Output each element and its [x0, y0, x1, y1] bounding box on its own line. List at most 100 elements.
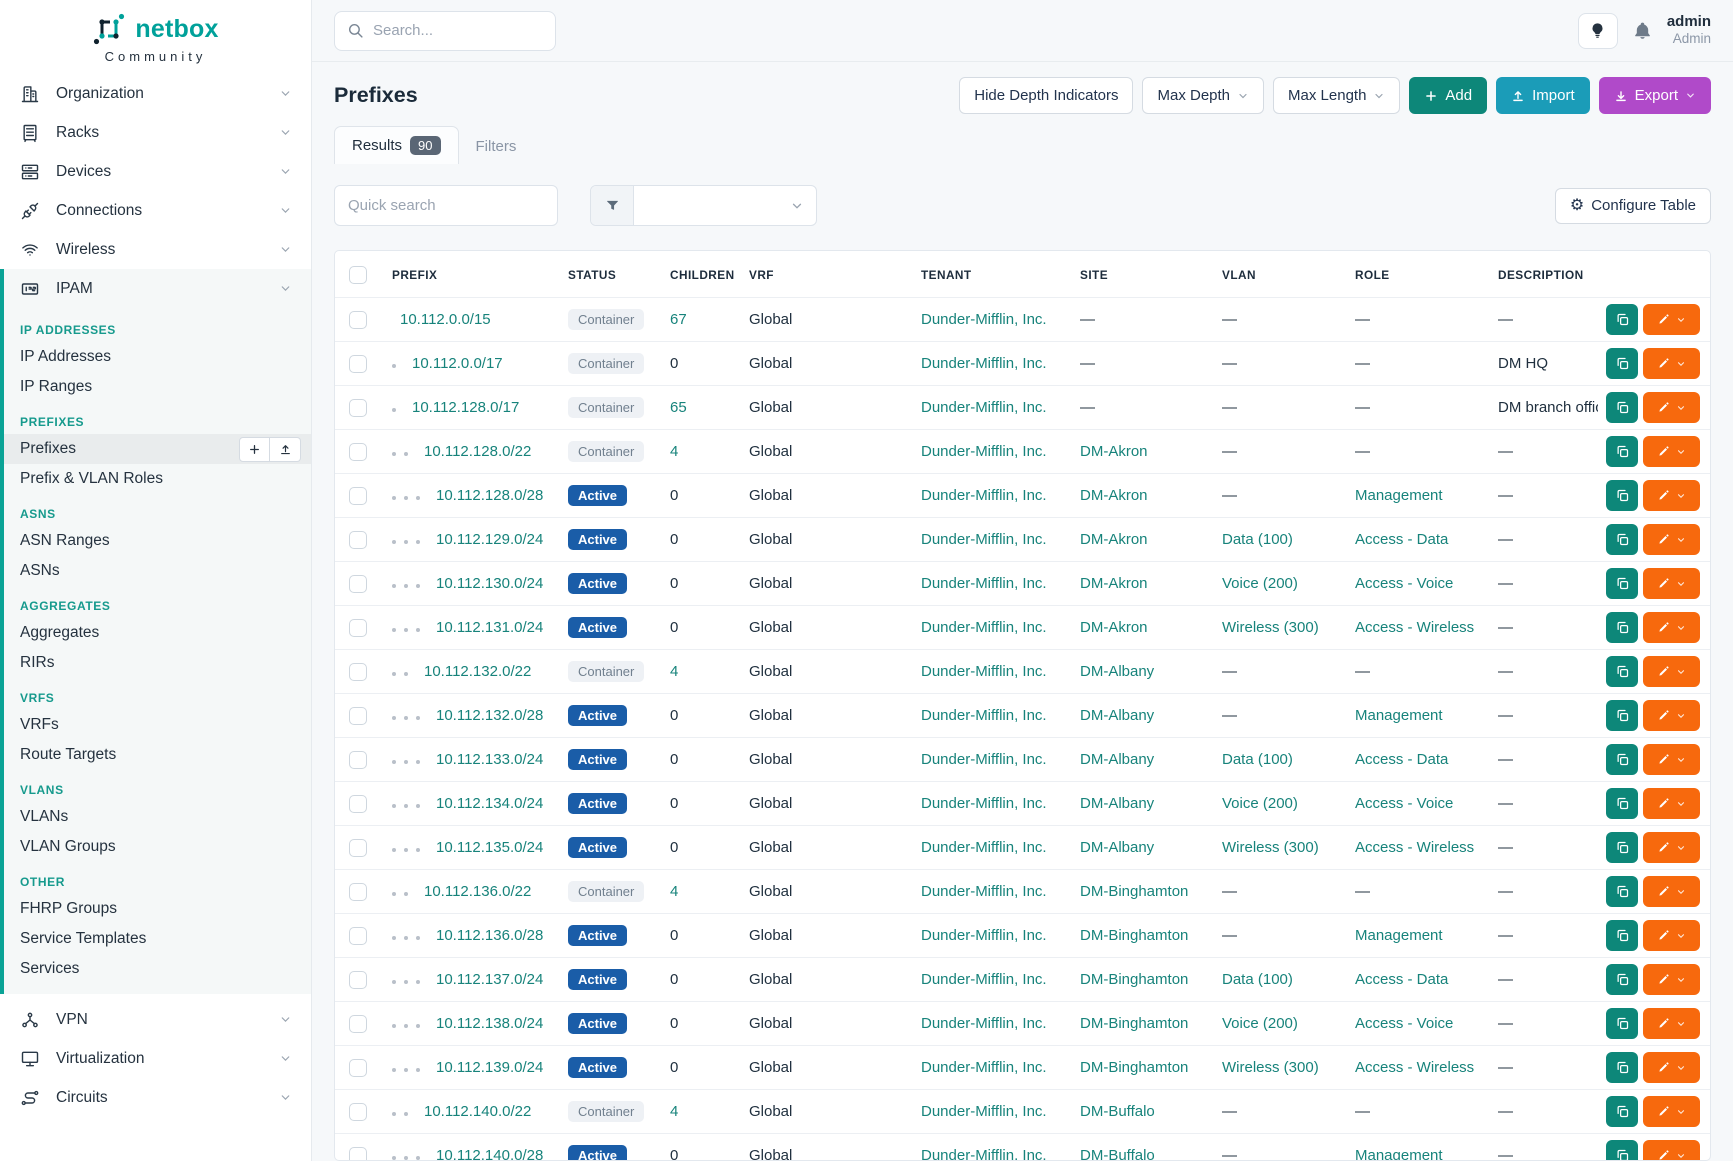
site-link[interactable]: DM-Albany — [1080, 751, 1154, 768]
tenant-link[interactable]: Dunder-Mifflin, Inc. — [921, 707, 1047, 724]
brand-logo[interactable]: netbox Community — [0, 0, 311, 74]
site-link[interactable]: DM-Albany — [1080, 663, 1154, 680]
tenant-link[interactable]: Dunder-Mifflin, Inc. — [921, 1015, 1047, 1032]
role-link[interactable]: Access - Voice — [1355, 1015, 1453, 1032]
children-link[interactable]: 65 — [670, 399, 687, 416]
sidebar-item-prefix-vlan-roles[interactable]: Prefix & VLAN Roles — [4, 464, 311, 494]
site-link[interactable]: DM-Binghamton — [1080, 883, 1188, 900]
edit-dropdown-button[interactable] — [1643, 480, 1700, 511]
edit-dropdown-button[interactable] — [1643, 612, 1700, 643]
select-all-checkbox[interactable] — [349, 266, 367, 284]
sidebar-item-ipam[interactable]: IPAM — [4, 269, 311, 308]
row-checkbox[interactable] — [349, 883, 367, 901]
import-prefix-button[interactable] — [270, 437, 301, 462]
column-header-vlan[interactable]: VLAN — [1212, 251, 1345, 298]
search-input[interactable] — [373, 22, 572, 39]
copy-button[interactable] — [1606, 832, 1638, 863]
copy-button[interactable] — [1606, 1140, 1638, 1161]
copy-button[interactable] — [1606, 392, 1638, 423]
edit-dropdown-button[interactable] — [1643, 392, 1700, 423]
site-link[interactable]: DM-Binghamton — [1080, 971, 1188, 988]
tab-filters[interactable]: Filters — [459, 129, 534, 164]
edit-dropdown-button[interactable] — [1643, 876, 1700, 907]
global-search[interactable] — [334, 11, 556, 51]
notifications-bell-icon[interactable] — [1632, 20, 1653, 41]
prefix-link[interactable]: 10.112.129.0/24 — [436, 531, 543, 548]
tenant-link[interactable]: Dunder-Mifflin, Inc. — [921, 311, 1047, 328]
copy-button[interactable] — [1606, 568, 1638, 599]
tenant-link[interactable]: Dunder-Mifflin, Inc. — [921, 531, 1047, 548]
vlan-link[interactable]: Data (100) — [1222, 751, 1293, 768]
sidebar-item-fhrp-groups[interactable]: FHRP Groups — [4, 894, 311, 924]
row-checkbox[interactable] — [349, 1147, 367, 1161]
prefix-link[interactable]: 10.112.128.0/28 — [436, 487, 543, 504]
site-link[interactable]: DM-Akron — [1080, 531, 1148, 548]
edit-dropdown-button[interactable] — [1643, 1008, 1700, 1039]
site-link[interactable]: DM-Akron — [1080, 443, 1148, 460]
edit-dropdown-button[interactable] — [1643, 1140, 1700, 1161]
tenant-link[interactable]: Dunder-Mifflin, Inc. — [921, 619, 1047, 636]
role-link[interactable]: Management — [1355, 707, 1443, 724]
saved-filter-select[interactable] — [590, 185, 817, 226]
prefix-link[interactable]: 10.112.136.0/28 — [436, 927, 543, 944]
copy-button[interactable] — [1606, 480, 1638, 511]
copy-button[interactable] — [1606, 1096, 1638, 1127]
edit-dropdown-button[interactable] — [1643, 700, 1700, 731]
row-checkbox[interactable] — [349, 1015, 367, 1033]
sidebar-item-connections[interactable]: Connections — [0, 191, 311, 230]
site-link[interactable]: DM-Buffalo — [1080, 1103, 1155, 1120]
copy-button[interactable] — [1606, 524, 1638, 555]
prefix-link[interactable]: 10.112.132.0/28 — [436, 707, 543, 724]
role-link[interactable]: Management — [1355, 487, 1443, 504]
prefix-link[interactable]: 10.112.137.0/24 — [436, 971, 543, 988]
sidebar-item-vlan-groups[interactable]: VLAN Groups — [4, 832, 311, 862]
vlan-link[interactable]: Voice (200) — [1222, 1015, 1298, 1032]
vlan-link[interactable]: Data (100) — [1222, 971, 1293, 988]
row-checkbox[interactable] — [349, 839, 367, 857]
row-checkbox[interactable] — [349, 575, 367, 593]
tenant-link[interactable]: Dunder-Mifflin, Inc. — [921, 971, 1047, 988]
column-header-tenant[interactable]: TENANT — [911, 251, 1070, 298]
row-checkbox[interactable] — [349, 751, 367, 769]
site-link[interactable]: DM-Binghamton — [1080, 927, 1188, 944]
role-link[interactable]: Access - Wireless — [1355, 839, 1474, 856]
row-checkbox[interactable] — [349, 531, 367, 549]
column-header-site[interactable]: SITE — [1070, 251, 1212, 298]
prefix-link[interactable]: 10.112.139.0/24 — [436, 1059, 543, 1076]
children-link[interactable]: 4 — [670, 443, 678, 460]
copy-button[interactable] — [1606, 744, 1638, 775]
copy-button[interactable] — [1606, 920, 1638, 951]
sidebar-item-circuits[interactable]: Circuits — [0, 1078, 311, 1117]
export-dropdown[interactable]: Export — [1599, 77, 1711, 114]
column-header-role[interactable]: ROLE — [1345, 251, 1488, 298]
configure-table-button[interactable]: ⚙ Configure Table — [1555, 188, 1711, 224]
site-link[interactable]: DM-Binghamton — [1080, 1015, 1188, 1032]
prefix-link[interactable]: 10.112.130.0/24 — [436, 575, 543, 592]
edit-dropdown-button[interactable] — [1643, 1096, 1700, 1127]
sidebar-item-virtualization[interactable]: Virtualization — [0, 1039, 311, 1078]
copy-button[interactable] — [1606, 656, 1638, 687]
vlan-link[interactable]: Voice (200) — [1222, 795, 1298, 812]
site-link[interactable]: DM-Akron — [1080, 619, 1148, 636]
vlan-link[interactable]: Wireless (300) — [1222, 619, 1319, 636]
copy-button[interactable] — [1606, 612, 1638, 643]
row-checkbox[interactable] — [349, 707, 367, 725]
edit-dropdown-button[interactable] — [1643, 656, 1700, 687]
add-prefix-button[interactable] — [239, 437, 270, 462]
copy-button[interactable] — [1606, 1008, 1638, 1039]
vlan-link[interactable]: Wireless (300) — [1222, 839, 1319, 856]
tenant-link[interactable]: Dunder-Mifflin, Inc. — [921, 927, 1047, 944]
column-header-status[interactable]: STATUS — [558, 251, 660, 298]
tenant-link[interactable]: Dunder-Mifflin, Inc. — [921, 355, 1047, 372]
prefix-link[interactable]: 10.112.0.0/15 — [400, 311, 491, 328]
tenant-link[interactable]: Dunder-Mifflin, Inc. — [921, 399, 1047, 416]
prefix-link[interactable]: 10.112.128.0/22 — [424, 443, 531, 460]
sidebar-item-prefixes[interactable]: Prefixes — [4, 434, 311, 464]
site-link[interactable]: DM-Albany — [1080, 795, 1154, 812]
children-link[interactable]: 4 — [670, 1103, 678, 1120]
site-link[interactable]: DM-Albany — [1080, 707, 1154, 724]
edit-dropdown-button[interactable] — [1643, 524, 1700, 555]
site-link[interactable]: DM-Albany — [1080, 839, 1154, 856]
children-link[interactable]: 67 — [670, 311, 687, 328]
tenant-link[interactable]: Dunder-Mifflin, Inc. — [921, 751, 1047, 768]
